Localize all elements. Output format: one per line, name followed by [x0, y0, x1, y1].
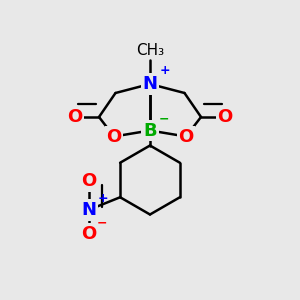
Text: O: O — [68, 108, 82, 126]
Text: N: N — [81, 201, 96, 219]
Text: O: O — [81, 225, 96, 243]
Text: O: O — [218, 108, 232, 126]
Text: CH₃: CH₃ — [136, 44, 164, 59]
Text: O: O — [81, 172, 96, 190]
Text: +: + — [98, 192, 108, 205]
Text: B: B — [143, 122, 157, 140]
Text: +: + — [160, 64, 170, 77]
Text: O: O — [178, 128, 194, 146]
Text: −: − — [97, 217, 107, 230]
Text: −: − — [158, 112, 169, 125]
Text: O: O — [106, 128, 122, 146]
Text: N: N — [142, 75, 158, 93]
